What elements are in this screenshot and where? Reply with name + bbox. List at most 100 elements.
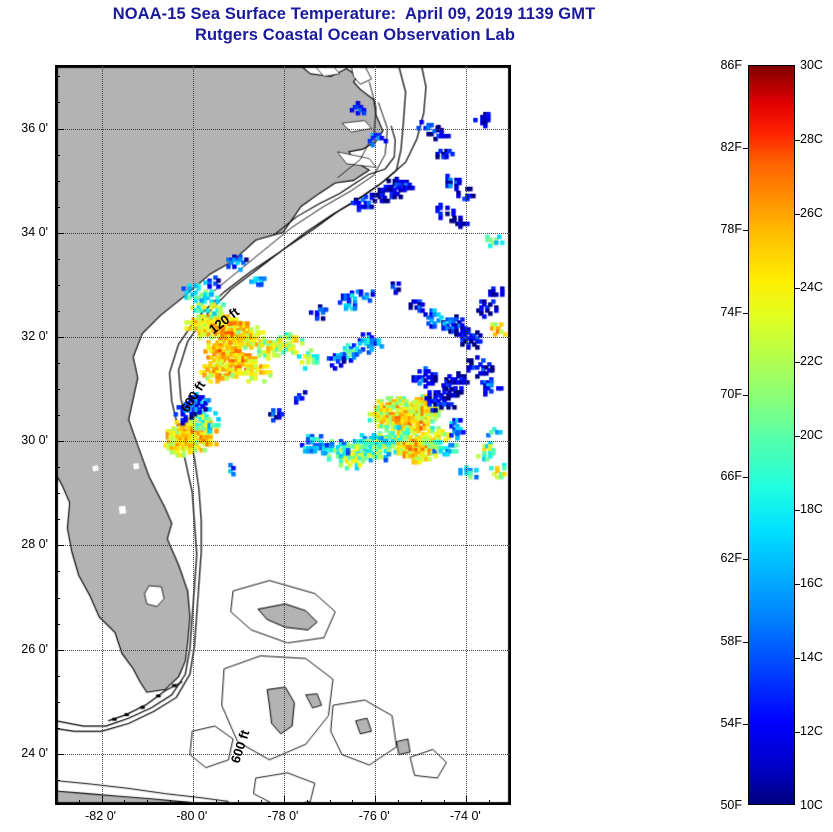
- y-axis-tick: [56, 753, 64, 755]
- y-axis-tick: [56, 310, 60, 312]
- x-axis-tick: [147, 800, 149, 804]
- y-axis-tick: [56, 76, 60, 78]
- colorbar-tick-right: [794, 732, 800, 733]
- y-axis-tick: [56, 597, 60, 599]
- y-axis-tick: [56, 545, 64, 547]
- y-axis-tick: [56, 206, 60, 208]
- colorbar-celsius-label: 14C: [800, 650, 823, 664]
- x-axis-tick: [284, 796, 285, 804]
- colorbar-tick-left: [743, 230, 749, 232]
- colorbar-fahrenheit-label: 86F: [720, 58, 742, 72]
- y-axis-tick: [56, 180, 60, 182]
- sst-heatmap-canvas: [56, 66, 510, 804]
- y-axis-tick: [56, 363, 60, 365]
- colorbar-fahrenheit-label: 82F: [720, 140, 742, 155]
- y-axis-label: 24 0': [21, 745, 48, 760]
- colorbar-celsius-label: 12C: [800, 724, 823, 738]
- colorbar-celsius-label: 10C: [800, 798, 823, 812]
- y-axis-tick: [56, 102, 60, 104]
- x-axis-tick: [215, 800, 217, 804]
- colorbar-celsius-label: 26C: [800, 206, 823, 220]
- y-axis-tick: [56, 415, 60, 417]
- y-axis-tick: [56, 389, 60, 391]
- colorbar-fahrenheit-label: 62F: [720, 551, 742, 566]
- colorbar-tick-left: [743, 477, 749, 479]
- colorbar-tick-right: [794, 584, 800, 585]
- x-axis-tick: [398, 800, 399, 804]
- colorbar-tick-left: [743, 148, 749, 150]
- y-axis-tick: [56, 493, 60, 495]
- temperature-colorbar[interactable]: [743, 65, 800, 805]
- title-line-2: Rutgers Coastal Ocean Observation Lab: [194, 26, 516, 44]
- colorbar-tick-left: [743, 641, 749, 643]
- x-axis-label: -74 0': [449, 809, 481, 823]
- x-axis-tick: [56, 800, 57, 804]
- colorbar-tick-right: [794, 288, 800, 289]
- y-axis-tick: [56, 571, 60, 573]
- y-axis-label: 28 0': [21, 537, 48, 552]
- x-axis-tick: [306, 800, 308, 804]
- y-axis-label: 36 0': [21, 120, 48, 135]
- colorbar-celsius-label: 24C: [800, 280, 823, 294]
- colorbar-fahrenheit-label: 70F: [720, 386, 742, 401]
- x-axis-tick: [329, 800, 331, 804]
- y-axis-tick: [56, 441, 64, 443]
- x-axis-tick: [170, 800, 171, 804]
- colorbar-tick-left: [743, 312, 749, 314]
- colorbar-celsius-label: 22C: [800, 354, 823, 368]
- x-axis-label: -80 0': [176, 809, 208, 823]
- x-axis-label: -82 0': [85, 809, 117, 823]
- colorbar-celsius-label: 30C: [800, 58, 823, 72]
- y-axis-tick: [56, 623, 60, 625]
- x-axis-tick: [466, 796, 468, 804]
- y-axis-label: 30 0': [21, 433, 48, 448]
- y-axis-tick: [56, 701, 60, 703]
- colorbar-celsius-label: 28C: [800, 132, 823, 146]
- y-axis-tick: [56, 284, 60, 286]
- colorbar-tick-left: [743, 559, 749, 561]
- y-axis-tick: [56, 258, 60, 260]
- y-axis-tick: [56, 649, 64, 651]
- y-axis-tick: [56, 675, 60, 677]
- colorbar-fahrenheit-label: 50F: [720, 798, 742, 812]
- colorbar-tick-right: [794, 658, 800, 659]
- x-axis-tick: [352, 800, 354, 804]
- x-axis-tick: [443, 800, 445, 804]
- x-axis-tick: [78, 800, 80, 804]
- y-axis-tick: [56, 727, 60, 729]
- x-axis-tick: [489, 800, 491, 804]
- title-line-1: NOAA-15 Sea Surface Temperature: April 0…: [112, 5, 596, 23]
- colorbar-fahrenheit-label: 58F: [720, 633, 742, 648]
- colorbar-tick-right: [794, 510, 800, 511]
- colorbar-fahrenheit-label: 78F: [720, 222, 742, 237]
- colorbar-celsius-label: 20C: [800, 428, 823, 442]
- x-axis-tick: [261, 800, 263, 804]
- colorbar-tick-right: [794, 140, 800, 141]
- y-axis-tick: [56, 154, 60, 156]
- colorbar-tick-right: [794, 214, 800, 215]
- y-axis-label: 32 0': [21, 328, 48, 343]
- x-axis-label: -76 0': [358, 809, 390, 823]
- x-axis-tick: [238, 800, 240, 804]
- y-axis-tick: [56, 779, 60, 781]
- x-axis-tick: [192, 796, 194, 804]
- colorbar-tick-left: [743, 723, 749, 725]
- y-axis-tick: [56, 519, 60, 521]
- x-axis-tick: [375, 796, 377, 804]
- x-axis-tick: [420, 800, 422, 804]
- colorbar-fahrenheit-label: 74F: [720, 304, 742, 319]
- page-title: NOAA-15 Sea Surface Temperature: April 0…: [0, 4, 700, 46]
- colorbar-fahrenheit-label: 54F: [720, 715, 742, 730]
- y-axis-label: 34 0': [21, 224, 48, 239]
- colorbar-tick-right: [794, 362, 800, 363]
- y-axis-tick: [56, 336, 64, 338]
- colorbar-celsius-label: 16C: [800, 576, 823, 590]
- colorbar-celsius-label: 18C: [800, 502, 823, 516]
- x-axis-tick: [124, 800, 126, 804]
- x-axis-label: -78 0': [267, 809, 299, 823]
- x-axis-tick: [101, 796, 103, 804]
- y-axis-tick: [56, 128, 64, 130]
- colorbar-tick-right: [794, 436, 800, 437]
- colorbar-tick-left: [743, 394, 749, 396]
- sst-map-plot[interactable]: 120 ft 600 ft 600 ft: [55, 65, 511, 805]
